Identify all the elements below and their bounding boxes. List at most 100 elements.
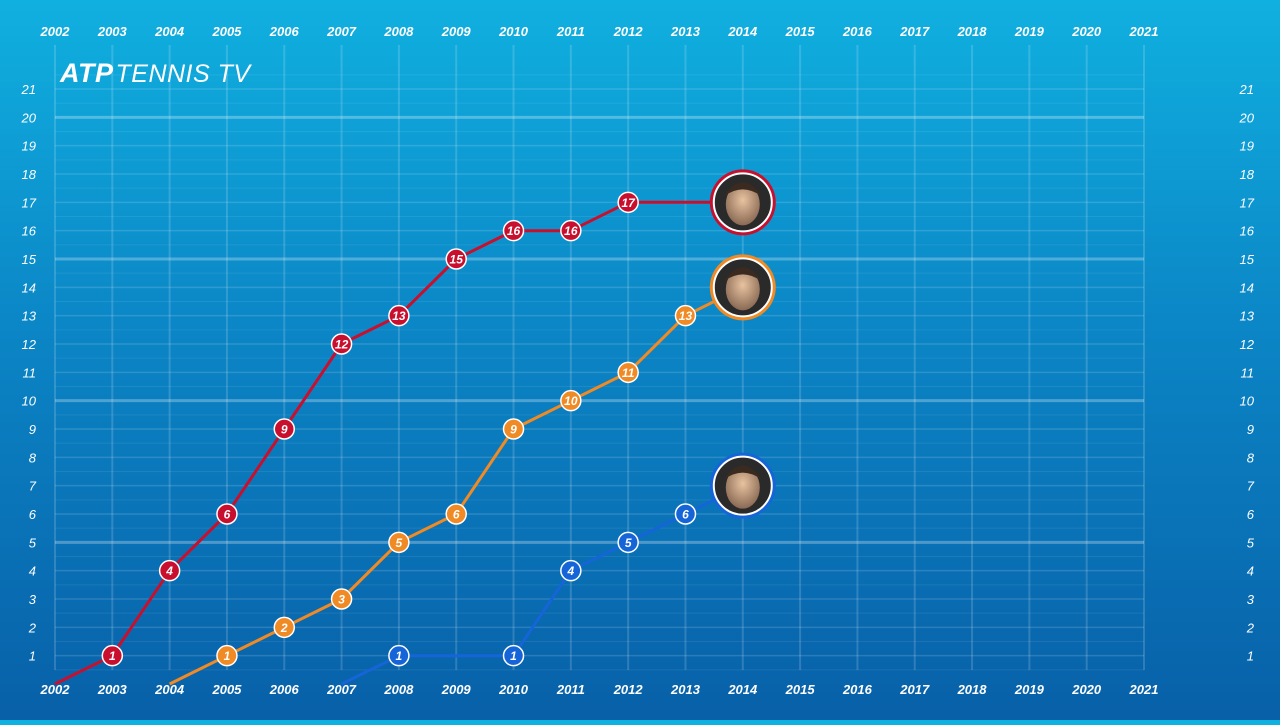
x-tick-top-2015: 2015	[785, 24, 816, 39]
series-0-point-6	[445, 248, 467, 270]
avatar-face-1	[725, 268, 760, 311]
x-tick-top-2003: 2003	[97, 24, 128, 39]
series-0-point-9	[617, 191, 639, 214]
series-1-label-6: 10	[564, 394, 578, 408]
x-tick-bottom-2015: 2015	[785, 682, 816, 697]
y-tick-right-18: 18	[1240, 167, 1255, 182]
series-2-point-4	[674, 503, 697, 525]
y-tick-right-5: 5	[1247, 535, 1255, 550]
series-2-label-1: 1	[510, 649, 517, 663]
y-tick-left-17: 17	[22, 195, 37, 210]
y-tick-left-8: 8	[29, 450, 37, 465]
y-tick-left-14: 14	[22, 280, 36, 295]
avatar-hair-0	[723, 182, 762, 197]
y-tick-right-20: 20	[1239, 110, 1255, 125]
y-tick-right-15: 15	[1240, 252, 1255, 267]
y-tick-right-10: 10	[1240, 394, 1255, 409]
y-tick-left-13: 13	[22, 309, 37, 324]
y-tick-left-3: 3	[29, 592, 37, 607]
x-tick-top-2002: 2002	[40, 24, 71, 39]
x-tick-bottom-2018: 2018	[957, 682, 988, 697]
x-tick-top-2021: 2021	[1129, 24, 1159, 39]
y-tick-left-21: 21	[21, 82, 36, 97]
logo-atp-text: ATP	[60, 58, 114, 88]
y-tick-right-12: 12	[1240, 337, 1255, 352]
x-tick-top-2019: 2019	[1014, 24, 1045, 39]
y-tick-left-7: 7	[29, 479, 37, 494]
series-1-label-8: 13	[679, 309, 693, 323]
y-tick-left-2: 2	[28, 620, 37, 635]
x-tick-bottom-2006: 2006	[269, 682, 300, 697]
y-tick-right-14: 14	[1240, 280, 1254, 295]
y-tick-left-10: 10	[22, 394, 37, 409]
x-tick-top-2017: 2017	[899, 24, 930, 39]
series-2-point-2	[560, 559, 582, 582]
x-tick-top-2007: 2007	[326, 24, 357, 39]
series-0-label-8: 16	[564, 224, 578, 238]
x-tick-bottom-2011: 2011	[556, 682, 585, 697]
series-2: 1 1 4 5 6	[340, 452, 776, 686]
x-tick-top-2004: 2004	[154, 24, 185, 39]
x-tick-bottom-2020: 2020	[1071, 682, 1102, 697]
player-portrait-red-icon	[709, 169, 776, 236]
y-tick-right-9: 9	[1247, 422, 1254, 437]
atp-tennis-tv-logo: ATP TENNIS TV	[60, 58, 251, 90]
series-0-point-7	[502, 219, 525, 242]
series-0-point-2	[216, 503, 238, 525]
series-0-label-3: 9	[281, 423, 288, 437]
x-tick-top-2014: 2014	[727, 24, 758, 39]
x-tick-bottom-2012: 2012	[613, 682, 644, 697]
avatar-face-2	[725, 466, 760, 509]
player-portrait-blue-icon	[709, 452, 776, 519]
avatar-hair-1	[723, 267, 762, 282]
series-1-point-6	[560, 389, 582, 412]
x-tick-top-2012: 2012	[613, 24, 644, 39]
x-tick-bottom-2016: 2016	[842, 682, 873, 697]
y-tick-right-8: 8	[1247, 450, 1255, 465]
x-tick-top-2008: 2008	[383, 24, 414, 39]
x-tick-top-2013: 2013	[670, 24, 701, 39]
y-tick-left-1: 1	[29, 649, 36, 664]
y-tick-right-2: 2	[1246, 620, 1255, 635]
x-tick-bottom-2005: 2005	[211, 682, 242, 697]
y-tick-right-17: 17	[1240, 195, 1255, 210]
avatar-hair-2	[723, 465, 762, 480]
x-tick-top-2020: 2020	[1071, 24, 1102, 39]
series-1-point-4	[445, 503, 467, 525]
y-tick-left-12: 12	[22, 337, 37, 352]
y-tick-left-6: 6	[29, 507, 37, 522]
series-0-label-1: 4	[165, 564, 173, 578]
series-2-label-2: 4	[566, 564, 574, 578]
x-tick-bottom-2004: 2004	[154, 682, 185, 697]
x-tick-bottom-2013: 2013	[670, 682, 701, 697]
series-2-point-3	[617, 531, 639, 554]
series-0-point-1	[158, 559, 181, 582]
x-tick-top-2011: 2011	[556, 24, 585, 39]
y-tick-right-4: 4	[1247, 564, 1254, 579]
x-tick-top-2010: 2010	[498, 24, 529, 39]
y-tick-left-16: 16	[22, 224, 37, 239]
series-2-point-1	[502, 644, 525, 667]
series-1-point-8	[674, 304, 697, 327]
series-0-point-5	[388, 304, 410, 327]
x-tick-bottom-2019: 2019	[1014, 682, 1045, 697]
logo-tennis-tv-text: TENNIS TV	[115, 60, 251, 88]
series-2-point-0	[388, 644, 410, 667]
x-tick-bottom-2021: 2021	[1129, 682, 1159, 697]
series-0-point-3	[273, 418, 296, 440]
series-0-label-7: 16	[507, 224, 521, 238]
series-1-label-4: 6	[453, 508, 460, 522]
series-1-point-7	[617, 361, 639, 384]
avatar-outline-0	[712, 172, 773, 233]
y-tick-left-5: 5	[29, 535, 37, 550]
series-1-label-3: 5	[396, 536, 403, 550]
avatar-outline-1	[712, 257, 773, 318]
x-axis-bottom: 2002 2003 2004 2005 2006 2007 2008 2009 2010 2011…	[40, 682, 1159, 697]
y-tick-left-20: 20	[21, 110, 37, 125]
x-tick-bottom-2009: 2009	[441, 682, 472, 697]
y-tick-left-4: 4	[29, 564, 36, 579]
series-1-label-7: 11	[622, 366, 635, 380]
series-1-point-5	[502, 418, 525, 440]
